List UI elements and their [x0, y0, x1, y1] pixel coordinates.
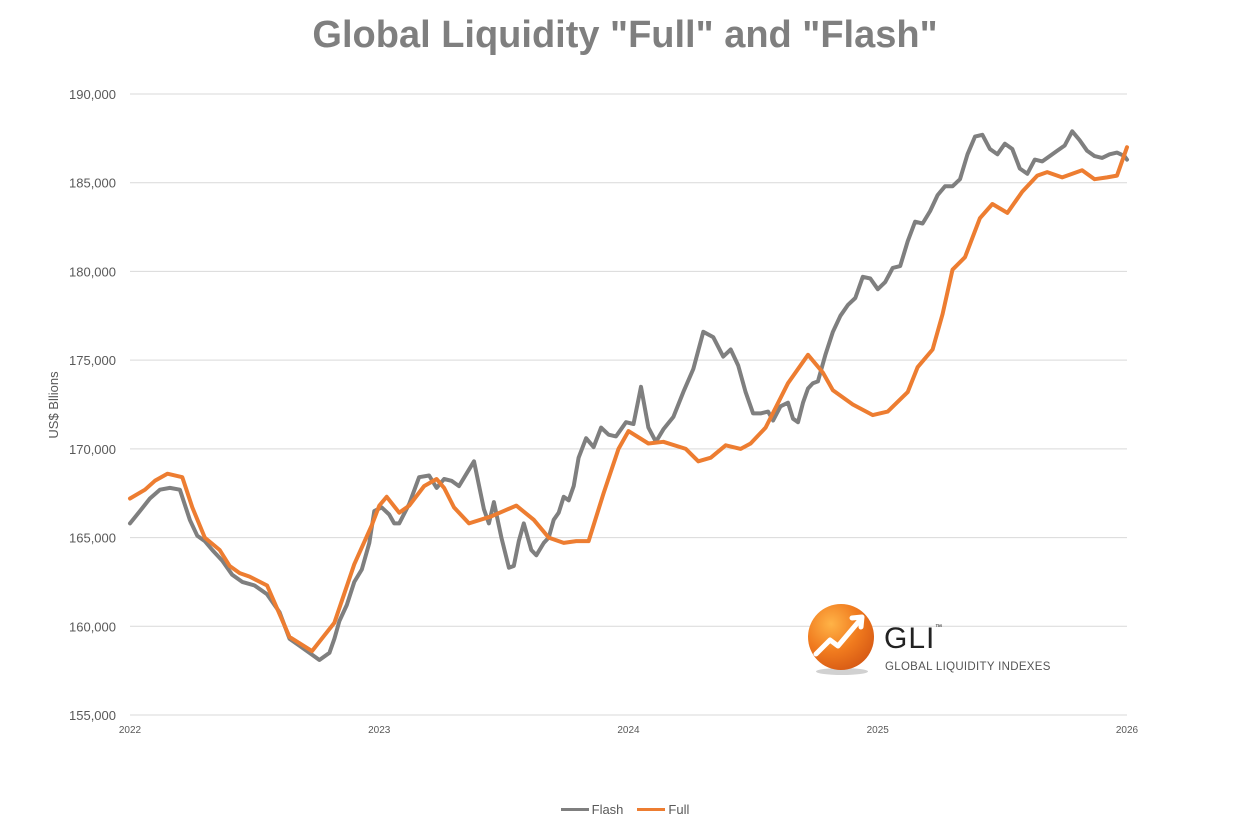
y-axis-label: US$ Bllions	[46, 371, 61, 439]
y-tick-label: 170,000	[69, 442, 116, 457]
y-tick-label: 160,000	[69, 619, 116, 634]
legend-swatch-full	[637, 808, 666, 811]
x-tick-label: 2022	[119, 725, 142, 736]
y-tick-label: 155,000	[69, 708, 116, 723]
logo-wordmark: GLI	[884, 622, 936, 655]
gli-logo: GLI ™ GLOBAL LIQUIDITY INDEXES	[808, 604, 1068, 678]
x-tick-label: 2023	[368, 725, 391, 736]
logo-trademark: ™	[935, 624, 942, 631]
series-lines	[128, 129, 1129, 662]
series-line-flash	[128, 129, 1129, 662]
series-line-full	[128, 145, 1129, 654]
legend-swatch-flash	[560, 808, 589, 811]
y-tick-label: 190,000	[69, 87, 116, 102]
y-tick-label: 185,000	[69, 176, 116, 191]
gridlines	[130, 93, 1127, 716]
x-tick-label: 2024	[617, 725, 640, 736]
logo-subtitle: GLOBAL LIQUIDITY INDEXES	[885, 661, 1051, 673]
y-tick-label: 175,000	[69, 353, 116, 368]
y-tick-labels: 155,000 160,000 165,000 170,000 175,000 180,0…	[69, 87, 116, 723]
legend-label-full: Full	[668, 802, 690, 817]
x-tick-label: 2025	[867, 725, 890, 736]
x-tick-labels: 2022 2023 2024 2025 2026	[119, 725, 1139, 736]
legend: Flash Full	[0, 802, 1250, 817]
logo-shadow	[816, 668, 868, 675]
legend-item-flash: Flash	[560, 802, 624, 817]
y-tick-label: 180,000	[69, 264, 116, 279]
chart-title: Global Liquidity "Full" and "Flash"	[312, 14, 938, 56]
legend-label-flash: Flash	[591, 802, 624, 817]
y-tick-label: 165,000	[69, 531, 116, 546]
x-tick-label: 2026	[1116, 725, 1139, 736]
legend-item-full: Full	[637, 802, 689, 817]
logo-sphere-icon	[808, 604, 874, 670]
